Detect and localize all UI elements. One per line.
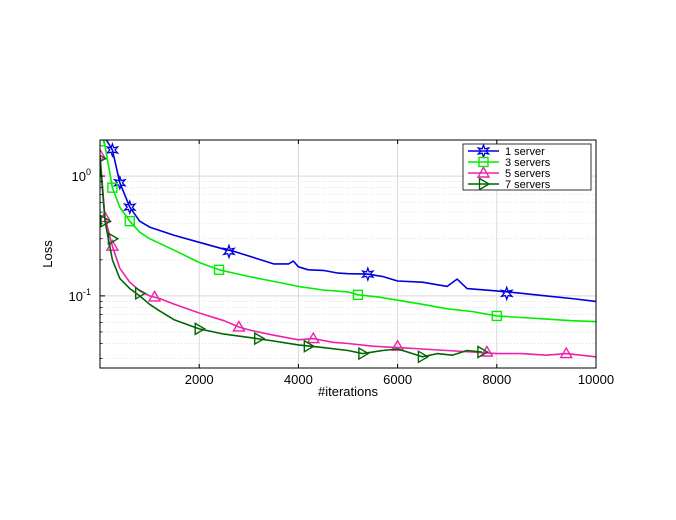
data-point-marker: [100, 214, 112, 228]
y-axis-label: Loss: [40, 240, 55, 268]
data-point-marker: [222, 243, 236, 260]
data-point-marker: [194, 322, 207, 336]
data-point-marker: [213, 264, 225, 276]
square-marker-shape: [107, 182, 118, 193]
triangle-marker-shape: [147, 290, 162, 302]
data-point-marker: [107, 182, 118, 193]
triangle-marker-shape: [480, 345, 494, 357]
data-point-marker: [134, 286, 147, 301]
y-tick-label: 100: [72, 167, 91, 184]
data-point-marker: [122, 199, 137, 216]
data-point-marker: [112, 174, 127, 191]
data-point-marker: [232, 320, 246, 332]
legend-label: 7 servers: [505, 179, 551, 191]
triangle-right-marker-shape: [134, 286, 147, 301]
legend-entry: 7 servers: [468, 177, 551, 191]
x-axis-label: #iterations: [318, 384, 378, 399]
data-point-marker: [358, 346, 370, 361]
star-marker-shape: [222, 243, 236, 260]
legend-label: 1 server: [505, 146, 545, 158]
x-tick-label: 8000: [482, 372, 511, 387]
data-point-marker: [559, 346, 573, 359]
triangle-right-marker-shape: [358, 346, 370, 361]
data-point-marker: [417, 350, 430, 364]
triangle-marker-shape: [100, 148, 107, 160]
x-tick-label: 4000: [284, 372, 313, 387]
data-point-marker: [499, 285, 514, 302]
legend-marker: [478, 177, 491, 191]
triangle-right-marker-shape: [107, 231, 120, 246]
series-layer: [100, 140, 596, 364]
square-marker-shape: [352, 289, 364, 301]
data-point-marker: [100, 140, 106, 147]
axis-ticks: 2000 4000 6000 8000 10000 10-1 100: [69, 140, 614, 387]
legend-entry: 3 servers: [468, 156, 551, 169]
star-marker-shape: [499, 285, 514, 302]
x-tick-label: 6000: [383, 372, 412, 387]
triangle-right-marker-shape: [478, 177, 491, 191]
triangle-right-marker-shape: [477, 345, 489, 359]
triangle-marker-shape: [559, 346, 573, 359]
data-point-marker: [477, 345, 489, 359]
data-point-marker: [360, 266, 375, 283]
triangle-marker-shape: [390, 339, 405, 351]
data-point-marker: [491, 310, 502, 322]
legend-entry: 1 server: [468, 143, 545, 159]
plot-frame: [99, 139, 597, 369]
triangle-right-marker-shape: [194, 322, 207, 336]
data-point-marker: [100, 148, 107, 160]
triangle-right-marker-shape: [417, 350, 430, 364]
triangle-right-marker-shape: [303, 339, 316, 353]
legend-label: 3 servers: [505, 157, 551, 169]
triangle-right-marker-shape: [100, 154, 107, 163]
triangle-right-marker-shape: [254, 331, 266, 346]
data-point-marker: [390, 339, 405, 351]
data-point-marker: [480, 345, 494, 357]
data-point-marker: [100, 154, 107, 163]
data-point-marker: [105, 142, 120, 158]
data-point-marker: [254, 331, 266, 346]
legend-entry: 5 servers: [468, 166, 551, 180]
data-point-marker: [124, 216, 135, 227]
data-point-marker: [306, 331, 320, 344]
series-line-3: [100, 154, 596, 358]
data-point-marker: [147, 290, 162, 302]
legend-marker: [476, 166, 491, 178]
square-marker-shape: [213, 264, 225, 276]
triangle-marker-shape: [476, 166, 491, 178]
star-marker-shape: [122, 199, 137, 216]
data-point-marker: [107, 231, 120, 246]
square-marker-shape: [124, 216, 135, 227]
star-marker-shape: [360, 266, 375, 283]
series-line-1: [105, 140, 596, 303]
square-marker-shape: [491, 310, 502, 322]
star-marker-shape: [112, 174, 127, 191]
triangle-marker-shape: [232, 320, 246, 332]
y-tick-label: 10-1: [69, 287, 91, 304]
star-marker-shape: [105, 142, 120, 158]
data-point-marker: [352, 289, 364, 301]
series-line-4: [100, 158, 482, 358]
square-marker-shape: [100, 140, 106, 147]
triangle-right-marker-shape: [100, 214, 112, 228]
x-tick-label: 10000: [578, 372, 614, 387]
x-tick-label: 2000: [185, 372, 214, 387]
triangle-marker-shape: [306, 331, 320, 344]
data-point-marker: [303, 339, 316, 353]
legend-label: 5 servers: [505, 168, 551, 180]
